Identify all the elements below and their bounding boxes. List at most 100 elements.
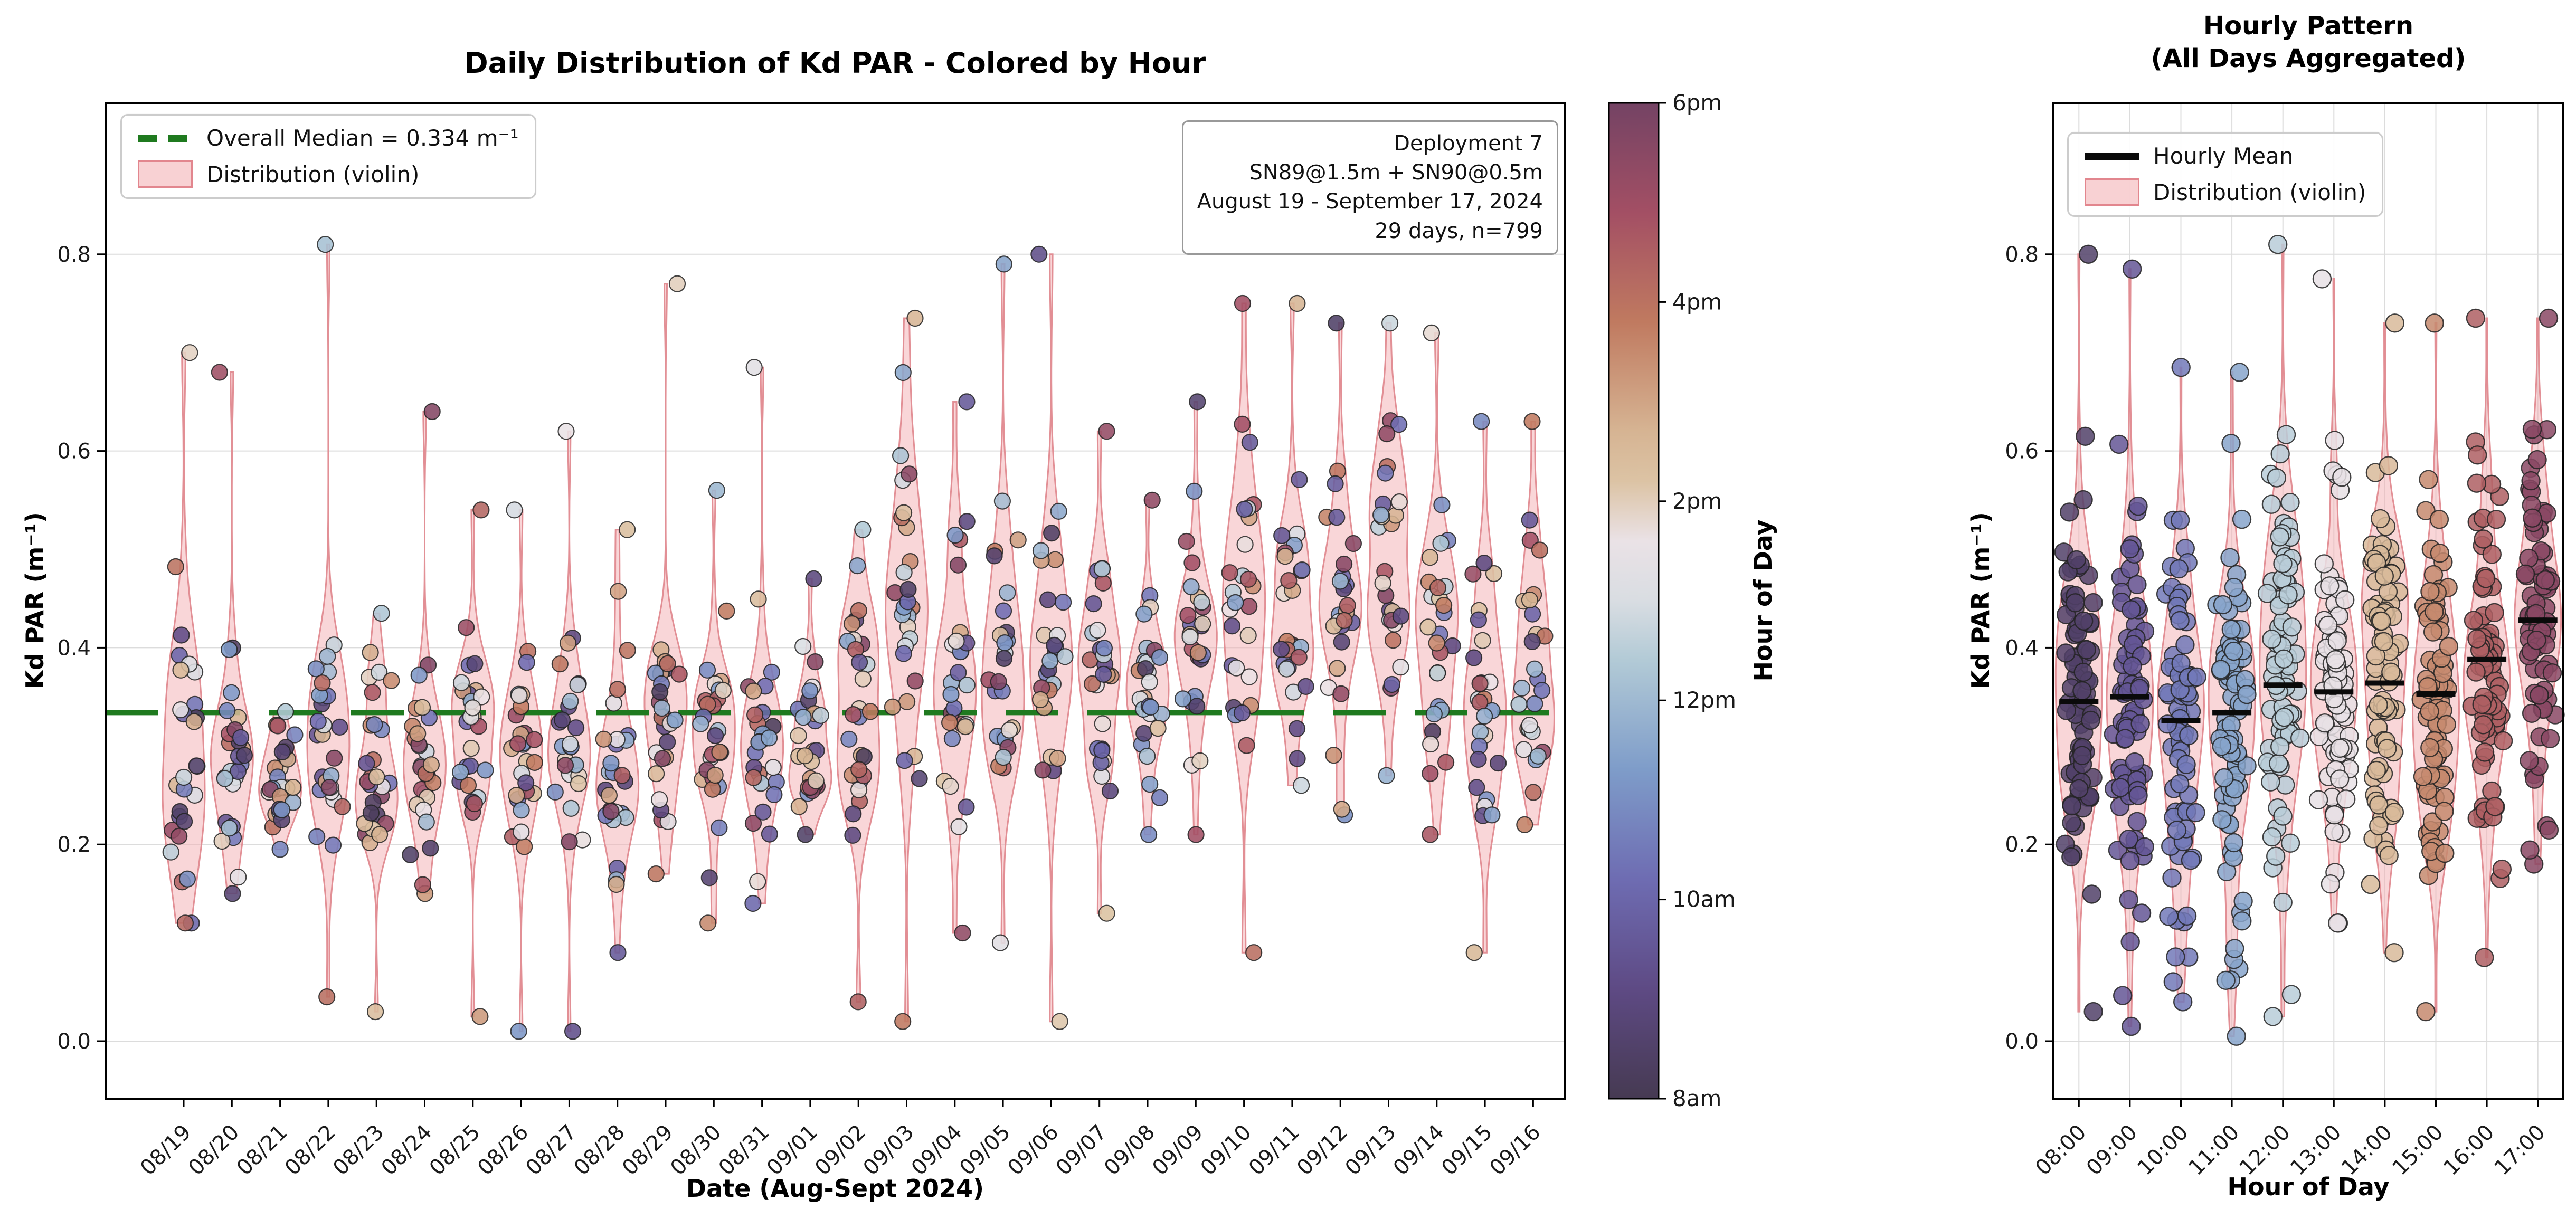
scatter-point [2332,468,2352,487]
x-tick-label: 09/09 [1148,1120,1208,1180]
scatter-point [659,655,676,672]
x-tick-label: 08/24 [377,1120,437,1180]
violin [643,283,688,875]
scatter-point [1423,324,1440,342]
scatter-point [2122,600,2141,620]
scatter-point [557,423,575,440]
x-tick-label: 16:00 [2439,1120,2499,1180]
scatter-point [506,501,523,519]
scatter-point [706,766,724,784]
scatter-point [2081,710,2100,730]
scatter-point [2113,986,2133,1005]
scatter-point [224,885,241,902]
scatter-point [2468,445,2487,465]
scatter-point [2278,585,2298,605]
scatter-point [2123,656,2142,676]
deployment-info-box: Deployment 7 SN89@1.5m + SN90@0.5m Augus… [1181,120,1558,255]
legend-item-overall-median: Overall Median = 0.334 m⁻¹ [138,125,519,151]
scatter-point [2476,569,2496,588]
scatter-point [995,748,1012,766]
scatter-point [510,687,528,704]
scatter-point [410,666,428,684]
scatter-point [2321,874,2341,894]
scatter-point [2159,907,2179,926]
hourly-mean-bar [2059,699,2099,704]
x-tick-label: 08:00 [2031,1120,2091,1180]
scatter-point [1378,767,1395,784]
scatter-point [1510,695,1528,713]
scatter-point [1151,789,1169,807]
scatter-point [1429,664,1446,682]
left-legend: Overall Median = 0.334 m⁻¹ Distribution … [120,114,536,199]
scatter-point [706,727,724,745]
violin [1366,322,1411,777]
scatter-point [172,661,190,679]
scatter-point [765,786,783,804]
scatter-point [2225,939,2244,958]
scatter-point [2520,840,2540,860]
scatter-point [1392,659,1409,676]
scatter-point [692,715,709,732]
scatter-point [188,757,205,775]
scatter-point [314,674,331,692]
scatter-point [409,725,427,742]
info-line-deployment: Deployment 7 [1394,131,1543,156]
scatter-point [2437,714,2456,735]
scatter-point [175,768,193,786]
scatter-point [2119,829,2139,849]
legend-violin-label: Distribution (violin) [206,161,420,187]
hourly-mean-bar [2365,680,2404,686]
scatter-point [986,547,1003,565]
scatter-point [2466,662,2486,682]
scatter-point [2413,767,2433,786]
scatter-point [745,769,762,786]
scatter-point [1289,294,1306,312]
scatter-point [2083,1002,2103,1022]
scatter-point [2369,795,2389,815]
scatter-point [850,653,868,671]
x-tick-label: 09/03 [859,1120,919,1180]
scatter-point [510,1023,527,1040]
scatter-point [473,688,490,706]
scatter-point [216,770,233,787]
scatter-point [2535,570,2555,590]
scatter-point [2474,715,2493,735]
scatter-point [845,706,862,723]
scatter-point [2330,769,2350,789]
scatter-point [2274,649,2294,669]
scatter-point [2233,891,2253,911]
scatter-point [899,580,917,598]
x-tick-label: 08/27 [521,1120,581,1180]
scatter-point [1031,691,1049,709]
scatter-point [1098,423,1115,440]
colorbar-tick-label: 10am [1672,887,1736,912]
colorbar-tick-label: 4pm [1672,289,1722,315]
mean-line-swatch-icon [2085,152,2139,160]
scatter-point [230,869,247,886]
scatter-point [1245,944,1263,961]
scatter-point [1327,475,1344,492]
scatter-point [2273,554,2293,574]
scatter-point [1297,678,1314,695]
x-tick-label: 08/31 [714,1120,774,1180]
scatter-point [2430,544,2450,563]
scatter-point [2280,833,2300,853]
x-tick-label: 11:00 [2184,1120,2244,1180]
scatter-point [2379,846,2399,865]
x-tick-label: 08/25 [425,1120,485,1180]
scatter-point [362,804,380,822]
colorbar-tick-label: 2pm [1672,488,1722,514]
hourly-mean-bar [2314,689,2354,695]
scatter-point [2381,662,2401,682]
scatter-point [2420,582,2440,602]
scatter-point [1472,723,1489,741]
axes-spines [2052,102,2564,1100]
scatter-point [2170,774,2190,794]
scatter-point [950,664,967,681]
scatter-point [2475,742,2495,762]
scatter-point [2227,1026,2246,1046]
scatter-point [790,727,807,745]
scatter-point [513,802,530,819]
scatter-point [1475,707,1493,725]
legend-mean-label: Hourly Mean [2153,143,2294,169]
